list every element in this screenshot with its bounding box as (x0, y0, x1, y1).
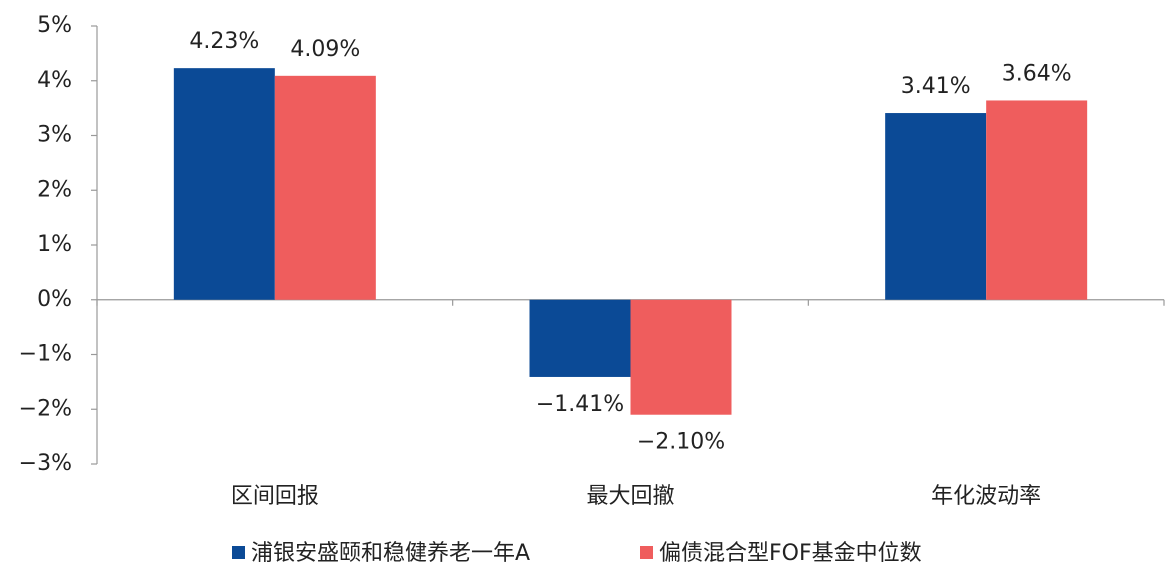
y-tick-label: 2% (37, 177, 72, 202)
bar (274, 75, 376, 300)
bar (885, 113, 987, 300)
data-label: 3.41% (901, 74, 971, 99)
data-label: −1.41% (536, 392, 624, 417)
data-label: 3.64% (1002, 61, 1072, 86)
legend-label: 偏债混合型FOF基金中位数 (659, 541, 922, 566)
data-label: 4.09% (290, 37, 360, 62)
x-tick-label: 区间回报 (231, 484, 319, 509)
y-tick-label: 4% (37, 68, 72, 93)
y-tick-label: 5% (37, 13, 72, 38)
y-tick-label: 1% (37, 232, 72, 257)
bar (173, 68, 275, 300)
x-tick-label: 年化波动率 (931, 484, 1041, 509)
y-tick-label: 0% (37, 287, 72, 312)
legend-swatch (640, 546, 653, 559)
y-tick-label: −3% (19, 451, 72, 476)
bar (630, 299, 732, 415)
data-label: −2.10% (637, 430, 725, 455)
y-tick-label: −1% (19, 342, 72, 367)
bar (529, 299, 631, 377)
legend-swatch (232, 546, 245, 559)
y-tick-label: −2% (19, 396, 72, 421)
x-tick-label: 最大回撤 (586, 484, 674, 509)
y-tick-label: 3% (37, 123, 72, 148)
data-label: 4.23% (189, 29, 259, 54)
legend-label: 浦银安盛颐和稳健养老一年A (251, 541, 530, 566)
bar (986, 100, 1088, 300)
